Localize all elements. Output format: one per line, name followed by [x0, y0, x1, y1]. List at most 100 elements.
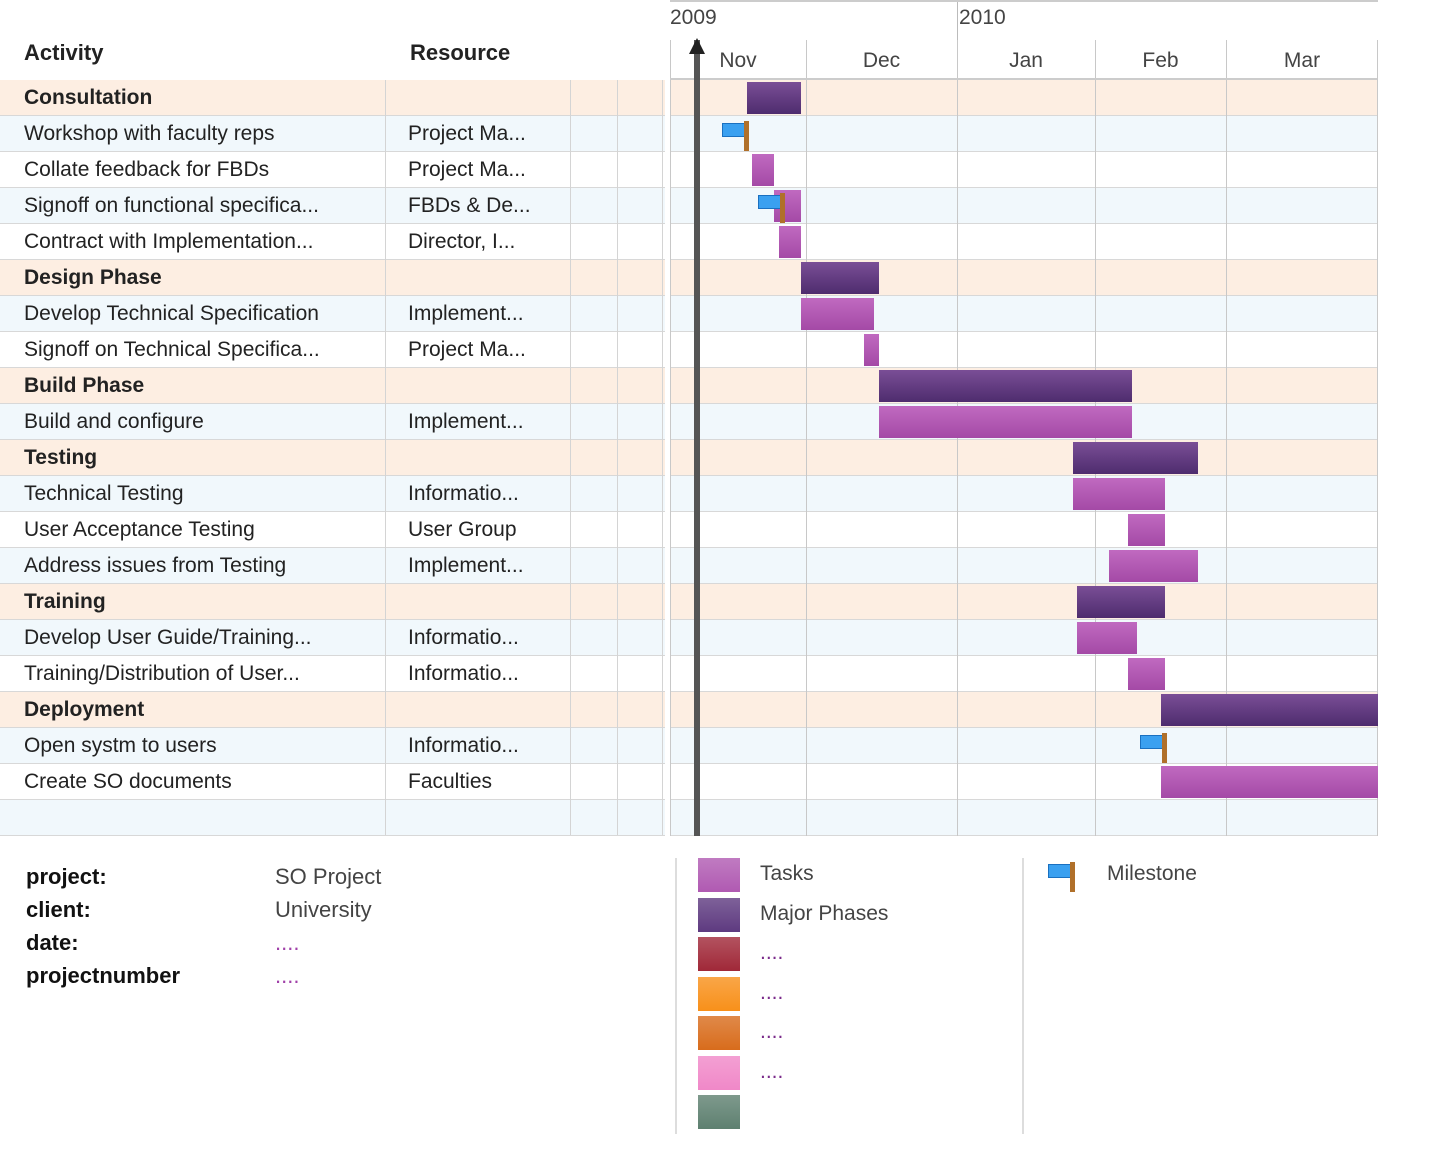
- resource-cell: Informatio...: [408, 662, 519, 685]
- phase-row: Training: [0, 584, 665, 620]
- resource-cell: Implement...: [408, 410, 524, 433]
- phase-row: Build Phase: [0, 368, 665, 404]
- activity-cell: Create SO documents: [24, 770, 232, 793]
- activity-cell: Contract with Implementation...: [24, 230, 314, 253]
- resource-cell: [408, 440, 563, 475]
- timeline-row: [670, 152, 1378, 188]
- month-label: Feb: [1095, 40, 1226, 80]
- meta-row: client: University: [0, 897, 600, 927]
- meta-key: date:: [26, 930, 79, 955]
- month-gridline: [957, 40, 958, 836]
- activity-cell: [24, 800, 374, 835]
- timeline-row: [670, 224, 1378, 260]
- task-row: Signoff on functional specifica... FBDs &…: [0, 188, 665, 224]
- resource-cell: [408, 260, 563, 295]
- year-top-border: [670, 0, 1378, 2]
- task-row: Develop User Guide/Training... Informatio…: [0, 620, 665, 656]
- month-label: Jan: [957, 40, 1095, 80]
- flag-pole: [744, 121, 750, 151]
- activity-cell: Consultation: [24, 86, 153, 109]
- task-bar: [879, 406, 1133, 438]
- activity-cell: Deployment: [24, 698, 145, 721]
- milestone-flag-icon: [758, 193, 786, 223]
- column-divider: [617, 80, 618, 835]
- task-row: Build and configure Implement...: [0, 404, 665, 440]
- activity-cell: Open systm to users: [24, 734, 217, 757]
- phase-row: Deployment: [0, 692, 665, 728]
- task-bar: [1077, 622, 1138, 654]
- legend-swatch: [698, 937, 740, 971]
- month-gridline: [1095, 40, 1096, 836]
- activity-cell: Develop User Guide/Training...: [24, 626, 312, 649]
- today-line: [694, 40, 701, 836]
- task-row: Open systm to users Informatio...: [0, 728, 665, 764]
- timeline-row: [670, 476, 1378, 512]
- task-bar: [1127, 658, 1166, 690]
- meta-value: ....: [275, 963, 300, 988]
- task-row: Technical Testing Informatio...: [0, 476, 665, 512]
- month-gridline: [806, 40, 807, 836]
- timeline-row: [670, 260, 1378, 296]
- legend-swatch: [698, 1095, 740, 1129]
- legend-label: ....: [760, 980, 784, 1004]
- flag: [1048, 864, 1072, 878]
- task-row: Workshop with faculty reps Project Ma...: [0, 116, 665, 152]
- legend-swatch: [698, 1016, 740, 1050]
- activity-cell: Testing: [24, 446, 98, 469]
- meta-row: date:....: [0, 930, 600, 960]
- meta-key: projectnumber: [26, 963, 181, 988]
- timeline-row: [670, 296, 1378, 332]
- task-bar: [801, 298, 875, 330]
- month-gridline: [1226, 40, 1227, 836]
- timeline-row: [670, 440, 1378, 476]
- timeline-row: [670, 116, 1378, 152]
- timeline-row: [670, 584, 1378, 620]
- activity-cell: Build and configure: [24, 410, 204, 433]
- flag: [758, 195, 783, 209]
- phase-row: Testing: [0, 440, 665, 476]
- meta-key: client:: [26, 897, 91, 922]
- phase-row: Consultation: [0, 80, 665, 116]
- year-divider: [957, 0, 958, 40]
- resource-cell: FBDs & De...: [408, 194, 531, 217]
- milestone-flag-icon: [1140, 733, 1168, 763]
- column-divider: [662, 80, 663, 835]
- task-bar: [1127, 514, 1166, 546]
- resource-cell: Implement...: [408, 554, 524, 577]
- milestone-legend-label: Milestone: [1107, 862, 1197, 885]
- timeline-row: [670, 656, 1378, 692]
- task-bar: [751, 154, 775, 186]
- task-row: Address issues from Testing Implement...: [0, 548, 665, 584]
- task-row: Collate feedback for FBDs Project Ma...: [0, 152, 665, 188]
- activity-cell: Design Phase: [24, 266, 162, 289]
- resource-cell: Director, I...: [408, 230, 516, 253]
- legend-divider: [675, 858, 677, 1134]
- resource-cell: [408, 80, 563, 115]
- resource-header: Resource: [410, 40, 511, 65]
- timeline-row: [670, 728, 1378, 764]
- legend-label: ....: [760, 1059, 784, 1083]
- year-label: 2010: [959, 6, 1006, 29]
- task-row: Signoff on Technical Specifica... Project…: [0, 332, 665, 368]
- milestone-legend-icon: [1048, 862, 1080, 892]
- phase-bar: [801, 262, 880, 294]
- phase-bar: [747, 82, 802, 114]
- column-divider: [570, 80, 571, 835]
- resource-cell: Informatio...: [408, 626, 519, 649]
- resource-cell: Informatio...: [408, 734, 519, 757]
- task-row: Training/Distribution of User... Informat…: [0, 656, 665, 692]
- phase-bar: [1072, 442, 1198, 474]
- legend-label: Major Phases: [760, 901, 889, 925]
- activity-header: Activity: [24, 40, 104, 65]
- timeline-row: [670, 512, 1378, 548]
- month-label: Dec: [806, 40, 957, 80]
- timeline-row: [670, 800, 1378, 836]
- meta-value: SO Project: [275, 864, 382, 889]
- resource-cell: User Group: [408, 518, 517, 541]
- activity-cell: Build Phase: [24, 374, 145, 397]
- phase-row: Design Phase: [0, 260, 665, 296]
- meta-row: projectnumber....: [0, 963, 600, 993]
- activity-cell: Technical Testing: [24, 482, 184, 505]
- resource-cell: Project Ma...: [408, 122, 526, 145]
- legend-label: ....: [760, 941, 784, 964]
